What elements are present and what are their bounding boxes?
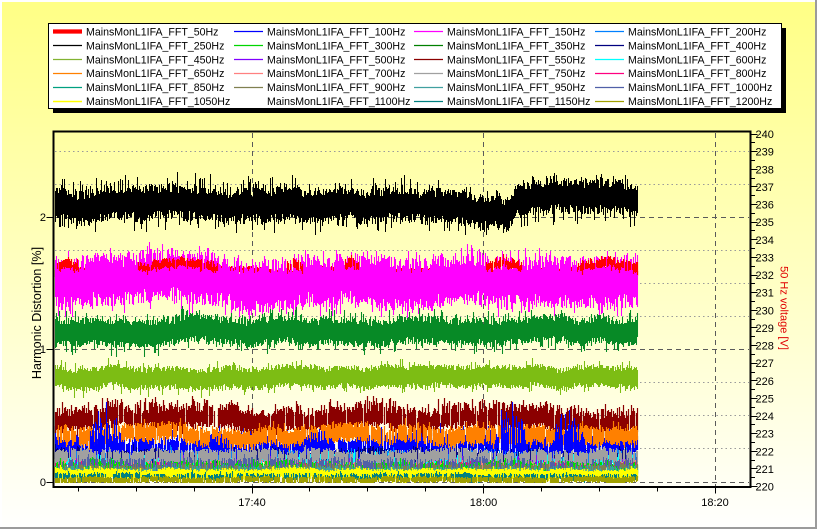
svg-text:223: 223 xyxy=(756,429,774,441)
svg-text:MainsMonL1IFA_FFT_850Hz: MainsMonL1IFA_FFT_850Hz xyxy=(86,82,224,94)
svg-text:MainsMonL1IFA_FFT_500Hz: MainsMonL1IFA_FFT_500Hz xyxy=(267,54,405,66)
svg-text:2: 2 xyxy=(40,212,46,224)
svg-text:234: 234 xyxy=(756,235,774,247)
svg-text:228: 228 xyxy=(756,341,774,353)
svg-text:MainsMonL1IFA_FFT_650Hz: MainsMonL1IFA_FFT_650Hz xyxy=(86,68,224,80)
svg-text:MainsMonL1IFA_FFT_300Hz: MainsMonL1IFA_FFT_300Hz xyxy=(267,40,405,52)
svg-text:MainsMonL1IFA_FFT_1100Hz: MainsMonL1IFA_FFT_1100Hz xyxy=(267,96,410,108)
svg-text:221: 221 xyxy=(756,464,774,476)
svg-text:236: 236 xyxy=(756,200,774,212)
svg-text:229: 229 xyxy=(756,323,774,335)
svg-text:230: 230 xyxy=(756,305,774,317)
svg-text:MainsMonL1IFA_FFT_800Hz: MainsMonL1IFA_FFT_800Hz xyxy=(628,68,766,80)
svg-text:MainsMonL1IFA_FFT_600Hz: MainsMonL1IFA_FFT_600Hz xyxy=(628,54,766,66)
svg-text:MainsMonL1IFA_FFT_1150Hz: MainsMonL1IFA_FFT_1150Hz xyxy=(447,96,590,108)
svg-text:MainsMonL1IFA_FFT_750Hz: MainsMonL1IFA_FFT_750Hz xyxy=(447,68,585,80)
svg-text:MainsMonL1IFA_FFT_950Hz: MainsMonL1IFA_FFT_950Hz xyxy=(447,82,585,94)
svg-text:220: 220 xyxy=(756,482,774,494)
svg-text:237: 237 xyxy=(756,182,774,194)
svg-text:MainsMonL1IFA_FFT_900Hz: MainsMonL1IFA_FFT_900Hz xyxy=(267,82,405,94)
svg-text:222: 222 xyxy=(756,446,774,458)
svg-text:MainsMonL1IFA_FFT_450Hz: MainsMonL1IFA_FFT_450Hz xyxy=(86,54,224,66)
svg-text:227: 227 xyxy=(756,358,774,370)
svg-text:MainsMonL1IFA_FFT_250Hz: MainsMonL1IFA_FFT_250Hz xyxy=(86,40,224,52)
svg-text:0: 0 xyxy=(40,477,46,489)
svg-text:MainsMonL1IFA_FFT_150Hz: MainsMonL1IFA_FFT_150Hz xyxy=(447,27,585,39)
svg-text:238: 238 xyxy=(756,164,774,176)
svg-text:18:20: 18:20 xyxy=(701,497,729,509)
svg-text:233: 233 xyxy=(756,252,774,264)
svg-text:MainsMonL1IFA_FFT_1050Hz: MainsMonL1IFA_FFT_1050Hz xyxy=(86,96,230,108)
svg-text:224: 224 xyxy=(756,411,774,423)
svg-text:MainsMonL1IFA_FFT_1000Hz: MainsMonL1IFA_FFT_1000Hz xyxy=(628,82,772,94)
svg-text:240: 240 xyxy=(756,129,774,141)
svg-text:17:40: 17:40 xyxy=(238,497,266,509)
svg-text:18:00: 18:00 xyxy=(470,497,498,509)
svg-text:239: 239 xyxy=(756,147,774,159)
svg-text:231: 231 xyxy=(756,288,774,300)
svg-text:MainsMonL1IFA_FFT_100Hz: MainsMonL1IFA_FFT_100Hz xyxy=(267,27,405,39)
svg-text:1: 1 xyxy=(40,344,46,356)
svg-text:MainsMonL1IFA_FFT_200Hz: MainsMonL1IFA_FFT_200Hz xyxy=(628,27,766,39)
svg-text:MainsMonL1IFA_FFT_700Hz: MainsMonL1IFA_FFT_700Hz xyxy=(267,68,405,80)
svg-text:MainsMonL1IFA_FFT_550Hz: MainsMonL1IFA_FFT_550Hz xyxy=(447,54,585,66)
svg-text:232: 232 xyxy=(756,270,774,282)
svg-text:226: 226 xyxy=(756,376,774,388)
svg-text:235: 235 xyxy=(756,217,774,229)
svg-text:MainsMonL1IFA_FFT_350Hz: MainsMonL1IFA_FFT_350Hz xyxy=(447,40,585,52)
svg-text:MainsMonL1IFA_FFT_1200Hz: MainsMonL1IFA_FFT_1200Hz xyxy=(628,96,772,108)
svg-text:50 Hz voltage [V]: 50 Hz voltage [V] xyxy=(778,266,790,350)
svg-text:Harmonic Distortion [%]: Harmonic Distortion [%] xyxy=(30,247,44,379)
svg-text:MainsMonL1IFA_FFT_50Hz: MainsMonL1IFA_FFT_50Hz xyxy=(86,27,218,39)
svg-text:225: 225 xyxy=(756,393,774,405)
svg-text:MainsMonL1IFA_FFT_400Hz: MainsMonL1IFA_FFT_400Hz xyxy=(628,40,766,52)
